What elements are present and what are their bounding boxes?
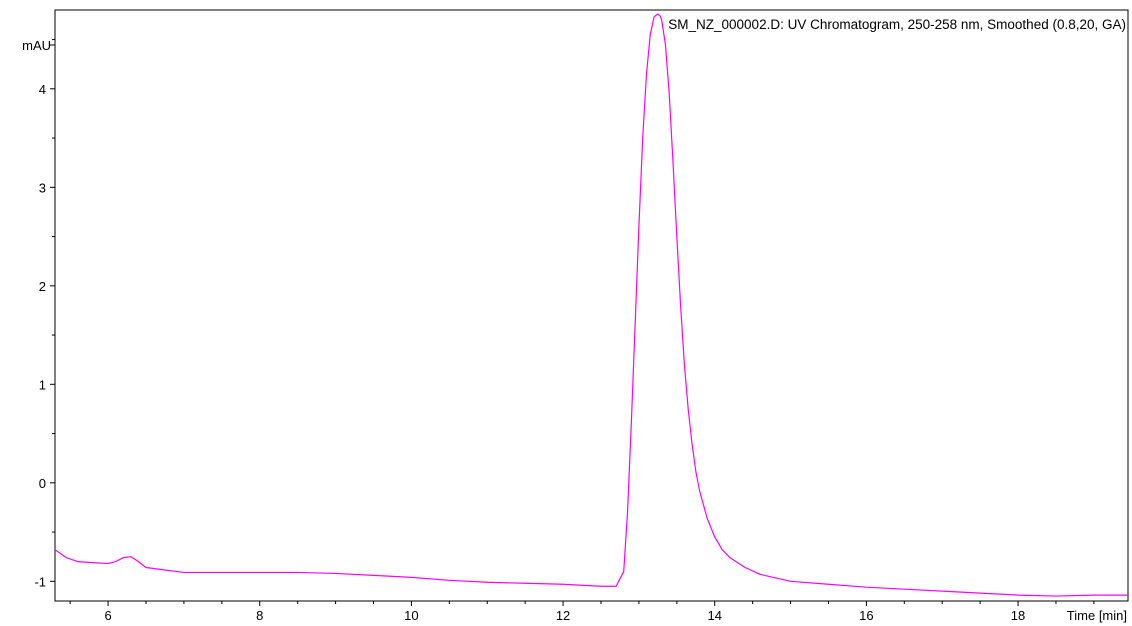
x-tick-label: 16 (859, 608, 873, 623)
x-axis-label: Time [min] (1067, 608, 1127, 623)
y-tick-label: 1 (39, 377, 46, 392)
y-tick-label: 0 (39, 476, 46, 491)
y-tick-label: 2 (39, 279, 46, 294)
plot-frame (54, 9, 1129, 602)
x-tick-label: 10 (404, 608, 418, 623)
x-tick-label: 18 (1011, 608, 1025, 623)
series-line (54, 13, 1128, 597)
y-tick-label: -1 (34, 574, 46, 589)
y-axis-label: mAU (22, 38, 51, 53)
x-tick-label: 14 (707, 608, 721, 623)
x-tick-label: 12 (556, 608, 570, 623)
chart-title: SM_NZ_000002.D: UV Chromatogram, 250-258… (668, 17, 1126, 32)
y-tick-label: 3 (39, 180, 46, 195)
y-tick-label: 4 (39, 82, 46, 97)
x-tick-label: 8 (256, 608, 263, 623)
x-tick-label: 6 (104, 608, 111, 623)
